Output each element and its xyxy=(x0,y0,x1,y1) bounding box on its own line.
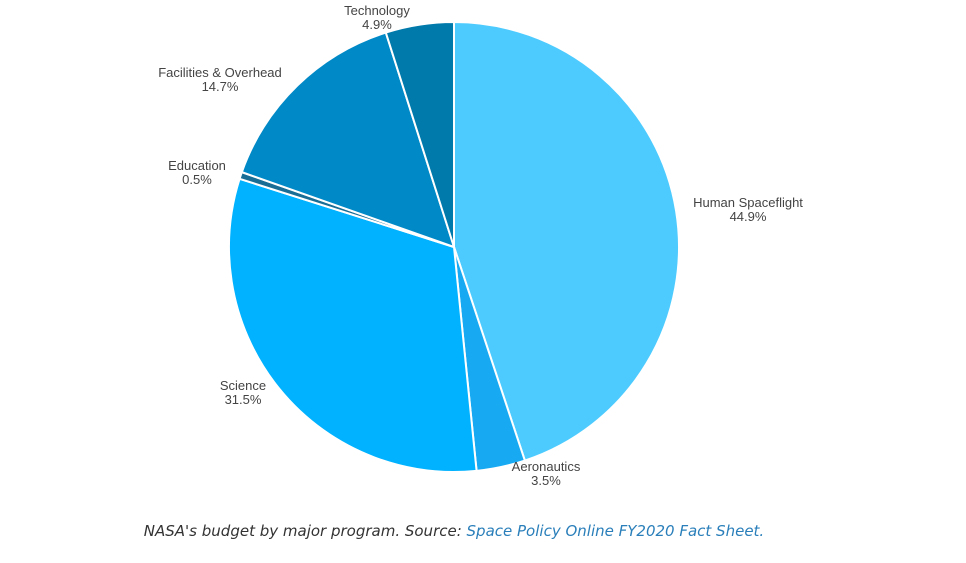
source-link[interactable]: Space Policy Online FY2020 Fact Sheet. xyxy=(466,522,765,540)
slice-technology[interactable] xyxy=(384,21,455,248)
value-technology: 4.9% xyxy=(362,17,392,32)
label-facilities-and-overhead: Facilities & Overhead xyxy=(158,65,282,80)
pie-slices xyxy=(228,21,680,473)
slice-facilities-and-overhead[interactable] xyxy=(240,31,455,248)
label-education: Education xyxy=(168,158,226,173)
label-human-spaceflight: Human Spaceflight xyxy=(693,195,803,210)
value-human-spaceflight: 44.9% xyxy=(730,209,767,224)
value-education: 0.5% xyxy=(182,172,212,187)
value-facilities-and-overhead: 14.7% xyxy=(202,79,239,94)
slice-science[interactable] xyxy=(228,177,478,473)
caption-text: NASA's budget by major program. Source: xyxy=(143,522,467,540)
value-aeronautics: 3.5% xyxy=(531,473,561,488)
label-aeronautics: Aeronautics xyxy=(512,459,581,474)
value-science: 31.5% xyxy=(225,392,262,407)
figure-caption: NASA's budget by major program. Source: … xyxy=(0,522,908,540)
label-technology: Technology xyxy=(344,3,410,18)
label-science: Science xyxy=(220,378,266,393)
slice-human-spaceflight[interactable] xyxy=(453,21,680,462)
